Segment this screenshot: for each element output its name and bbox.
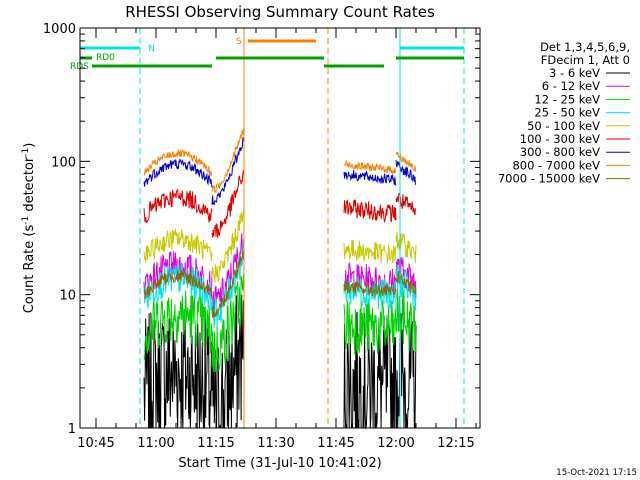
series-7 — [143, 126, 417, 194]
series-line-8 — [143, 269, 213, 299]
y-axis-label-part: ) — [22, 143, 37, 148]
flag-label-n: N — [148, 44, 155, 54]
y-tick-label: 1000 — [43, 22, 76, 37]
series-line-2 — [211, 274, 245, 373]
y-axis-label-sup: -1 — [21, 216, 31, 225]
series-line-7 — [395, 151, 417, 172]
series-line-8 — [343, 280, 397, 297]
x-tick-label: 11:00 — [137, 436, 174, 451]
series-line-5 — [143, 188, 213, 225]
legend-header-line: FDecim 1, Att 0 — [541, 53, 630, 67]
flag-label-s: S — [236, 37, 242, 47]
series-line-7 — [211, 126, 245, 194]
series-line-1 — [143, 251, 213, 302]
plot-frame — [79, 27, 481, 429]
series-line-2 — [143, 290, 213, 360]
y-axis-label-part: Count Rate (s — [22, 225, 37, 314]
series-line-0 — [343, 311, 397, 430]
chart-title: RHESSI Observing Summary Count Rates — [125, 3, 435, 21]
y-axis-label-part: detector — [22, 156, 37, 216]
legend-entry-label: 25 - 50 keV — [534, 106, 600, 120]
series-5 — [143, 170, 417, 238]
series-line-6 — [143, 158, 213, 188]
series-line-4 — [211, 209, 245, 283]
series-line-4 — [343, 239, 397, 264]
flag-label-rd0: RD0 — [96, 53, 115, 63]
y-axis-label-sup: -1 — [21, 148, 31, 157]
series-line-7 — [143, 149, 213, 176]
series-6 — [143, 137, 417, 206]
y-axis-ticks: 1 10 100 1000 — [43, 22, 480, 437]
x-tick-label: 10:45 — [77, 436, 114, 451]
x-tick-label: 12:00 — [377, 436, 414, 451]
legend-entry-label: 100 - 300 keV — [520, 132, 600, 146]
series-line-6 — [211, 137, 245, 206]
series-2 — [143, 274, 417, 373]
y-tick-label: 10 — [59, 289, 76, 304]
series-layer — [143, 126, 417, 430]
series-line-5 — [343, 198, 397, 224]
legend-entry-label: 300 - 800 keV — [520, 145, 600, 159]
legend-entry-label: 6 - 12 keV — [542, 79, 600, 93]
series-line-8 — [212, 251, 245, 318]
series-line-0 — [143, 309, 213, 429]
series-8 — [143, 251, 417, 318]
series-line-4 — [143, 228, 213, 263]
legend-entry-label: 50 - 100 keV — [527, 119, 600, 133]
timestamp: 15-Oct-2021 17:15 — [556, 468, 637, 478]
series-line-0 — [211, 294, 245, 429]
x-tick-label: 11:30 — [257, 436, 294, 451]
series-line-4 — [395, 231, 417, 263]
series-line-6 — [343, 170, 397, 186]
x-axis-label: Start Time (31-Jul-10 10:41:02) — [178, 456, 381, 471]
marker-layer — [79, 28, 465, 428]
legend-entry-label: 7000 - 15000 keV — [498, 172, 600, 186]
series-line-3 — [343, 276, 397, 312]
legend: Det 1,3,4,5,6,9, FDecim 1, Att 0 3 - 6 k… — [498, 40, 630, 186]
y-axis-label: Count Rate (s-1 detector-1) — [21, 143, 37, 314]
series-4 — [143, 209, 417, 283]
x-tick-label: 12:15 — [437, 436, 474, 451]
legend-entry-label: 12 - 25 keV — [534, 92, 600, 106]
series-line-7 — [344, 159, 397, 175]
y-tick-label: 1 — [68, 422, 76, 437]
x-tick-label: 11:15 — [197, 436, 234, 451]
y-tick-label: 100 — [51, 155, 76, 170]
series-line-2 — [343, 299, 397, 355]
legend-header-line: Det 1,3,4,5,6,9, — [540, 40, 630, 54]
series-line-5 — [395, 192, 417, 216]
series-line-8 — [395, 271, 417, 298]
x-axis-ticks: 10:45 11:00 11:15 11:30 11:45 12:00 12:15 — [77, 28, 477, 451]
series-line-5 — [211, 170, 245, 238]
x-tick-label: 11:45 — [317, 436, 354, 451]
series-line-2 — [395, 288, 417, 353]
series-line-6 — [395, 159, 417, 186]
legend-entry-label: 3 - 6 keV — [549, 66, 600, 80]
legend-entry-label: 800 - 7000 keV — [512, 158, 600, 172]
